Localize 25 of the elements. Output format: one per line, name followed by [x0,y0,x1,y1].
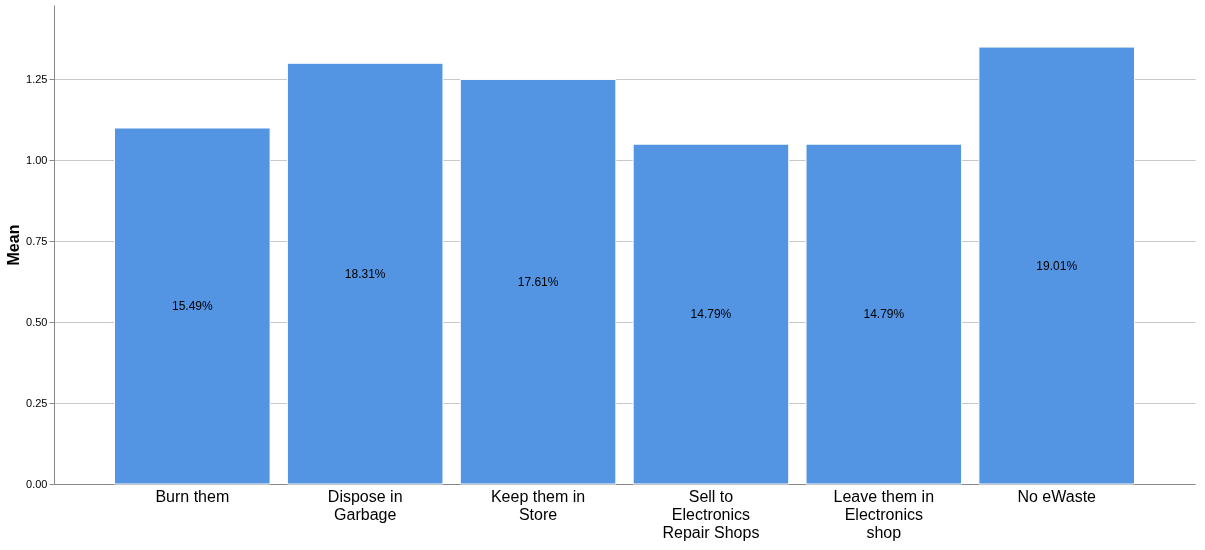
bar [286,62,444,485]
x-tick-label: Keep them in Store [490,487,586,523]
x-tick-label: No eWaste [1017,487,1097,505]
bar [459,78,617,485]
annotation: 18.31% [344,266,386,281]
annotation: 14.79% [690,307,732,322]
annotation: 15.49% [171,298,213,313]
y-tick-label: 1.00 [26,153,48,166]
y-tick-label: 0.50 [26,315,48,328]
y-tick-label: 0.00 [26,477,48,490]
y-tick-label: 0.25 [26,396,48,409]
x-tick-label: Leave them in Electronics shop [833,487,935,541]
bar [805,143,963,485]
bar [978,46,1135,485]
annotation: 19.01% [1036,258,1078,273]
annotation: 14.79% [863,307,905,322]
y-tick-label: 0.75 [26,234,48,247]
bar [632,143,790,485]
y-axis-title: Mean [5,224,23,266]
y-tick-label: 1.25 [26,72,48,85]
bar [114,127,271,485]
x-tick-label: Burn them [155,487,230,505]
annotation: 17.61% [517,274,559,289]
x-tick-label: Dispose in Garbage [327,487,403,523]
x-tick-label: Sell to Electronics Repair Shops [662,487,760,541]
